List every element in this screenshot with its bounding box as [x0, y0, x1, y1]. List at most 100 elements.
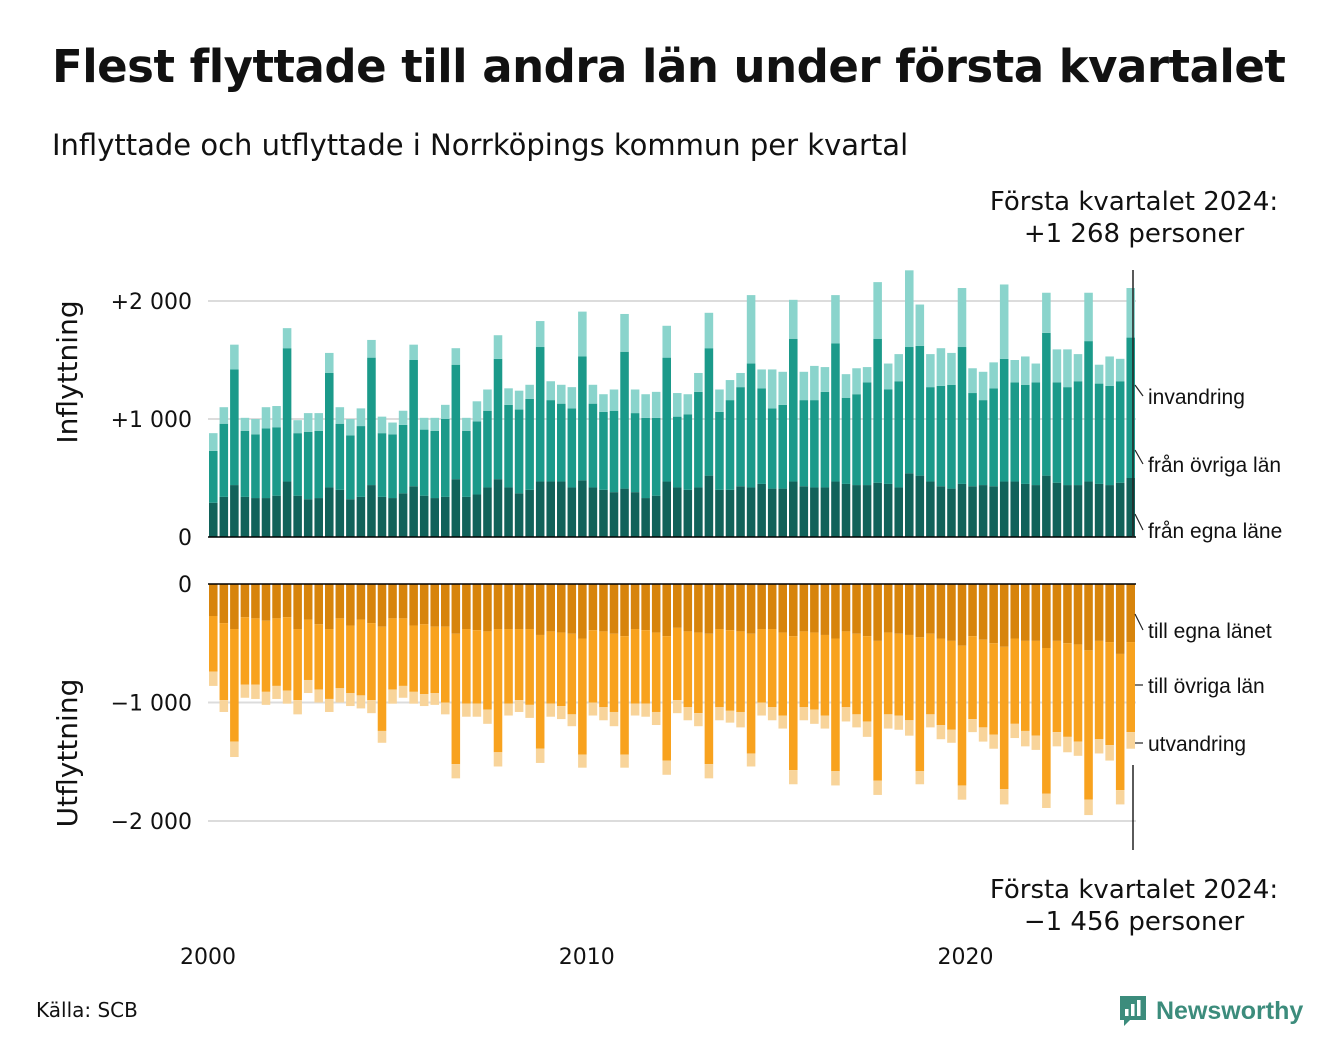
in-bar-35-seg-0	[578, 480, 587, 537]
in-bar-74-seg-2	[989, 362, 998, 389]
out-bar-30-seg-0	[525, 584, 534, 630]
in-bar-48-seg-1	[715, 411, 724, 490]
in-bar-41-seg-2	[641, 394, 650, 418]
in-bar-86-seg-0	[1115, 482, 1125, 537]
in-bar-60-seg-2	[841, 374, 851, 398]
out-bar-27-seg-2	[493, 752, 503, 767]
out-bar-65-seg-1	[894, 633, 903, 716]
out-bar-86-seg-2	[1115, 790, 1125, 805]
out-bar-80-seg-2	[1052, 732, 1062, 747]
out-bar-77-seg-1	[1021, 640, 1030, 731]
in-bar-44-seg-1	[673, 416, 682, 488]
inflow-bars	[209, 270, 1135, 537]
in-bar-23-seg-1	[451, 364, 461, 480]
out-bar-1-seg-0	[219, 584, 229, 624]
in-bar-2-seg-1	[230, 369, 239, 486]
in-bar-47-seg-2	[704, 312, 714, 349]
out-bar-2-seg-1	[230, 629, 239, 742]
in-bar-12-seg-1	[335, 423, 345, 490]
in-bar-50-seg-0	[736, 486, 745, 537]
out-bar-48-seg-1	[715, 629, 724, 708]
in-bar-84-seg-0	[1094, 483, 1104, 537]
in-bar-58-seg-2	[820, 367, 830, 392]
out-bar-46-seg-1	[694, 632, 703, 714]
out-bar-8-seg-1	[293, 629, 302, 701]
in-bar-14-seg-0	[356, 496, 366, 537]
in-bar-63-seg-1	[873, 338, 882, 483]
in-bar-40-seg-2	[630, 389, 640, 414]
out-bar-82-seg-1	[1073, 644, 1083, 742]
in-bar-26-seg-2	[483, 389, 492, 411]
in-bar-39-seg-0	[620, 488, 629, 537]
out-bar-62-seg-2	[862, 721, 872, 737]
out-bar-59-seg-0	[831, 584, 840, 639]
in-bar-45-seg-0	[683, 489, 693, 537]
in-bar-18-seg-2	[398, 410, 408, 425]
in-bar-71-seg-2	[957, 288, 967, 348]
out-bar-80-seg-0	[1052, 584, 1062, 641]
chart-title: Flest flyttade till andra län under förs…	[52, 40, 1286, 93]
out-bar-45-seg-2	[683, 707, 693, 721]
in-bar-65-seg-2	[894, 354, 903, 382]
in-bar-24-seg-0	[462, 496, 471, 537]
in-bar-57-seg-0	[810, 487, 819, 537]
in-bar-86-seg-2	[1115, 358, 1125, 382]
in-bar-14-seg-1	[356, 426, 366, 497]
out-bar-15-seg-2	[367, 700, 376, 714]
out-bar-23-seg-1	[451, 633, 461, 765]
in-bar-48-seg-2	[715, 389, 724, 412]
in-y-tick-label-0: 0	[178, 526, 192, 551]
out-bar-42-seg-2	[651, 711, 661, 726]
in-bar-40-seg-0	[630, 492, 640, 537]
out-bar-6-seg-1	[272, 618, 281, 686]
out-bar-11-seg-0	[325, 584, 334, 630]
in-bar-59-seg-2	[831, 295, 840, 344]
out-bar-3-seg-0	[240, 584, 250, 618]
in-bar-78-seg-2	[1031, 363, 1041, 383]
out-bar-78-seg-0	[1031, 584, 1041, 641]
in-bar-17-seg-0	[388, 498, 397, 537]
in-bar-83-seg-0	[1084, 481, 1093, 537]
in-bar-78-seg-0	[1031, 485, 1041, 537]
out-bar-24-seg-0	[462, 584, 471, 630]
in-bar-69-seg-2	[936, 348, 946, 386]
out-bar-81-seg-2	[1063, 736, 1072, 753]
out-bar-19-seg-0	[409, 584, 418, 626]
in-bar-55-seg-2	[789, 299, 798, 339]
out-bar-83-seg-1	[1084, 650, 1093, 800]
in-bar-81-seg-2	[1063, 349, 1072, 388]
in-bar-50-seg-2	[736, 372, 745, 388]
out-bar-21-seg-1	[430, 626, 439, 694]
in-bar-23-seg-2	[451, 348, 461, 365]
out-bar-30-seg-1	[525, 629, 534, 705]
out-bar-2-seg-2	[230, 741, 239, 758]
in-bar-14-seg-2	[356, 408, 366, 427]
out-bar-18-seg-2	[398, 685, 408, 698]
out-bar-87-seg-1	[1126, 642, 1135, 733]
out-bar-43-seg-1	[662, 636, 671, 761]
annotation-bottom-line2: −1 456 personer	[1023, 907, 1245, 937]
in-bar-31-seg-2	[535, 321, 545, 348]
out-bar-78-seg-2	[1031, 735, 1041, 750]
in-bar-75-seg-1	[999, 358, 1009, 482]
outflow-bars	[209, 584, 1135, 816]
in-bar-5-seg-0	[261, 498, 271, 537]
out-bar-79-seg-0	[1042, 584, 1051, 648]
in-bar-59-seg-0	[831, 481, 840, 537]
in-bar-34-seg-1	[567, 408, 577, 488]
out-bar-29-seg-2	[514, 700, 524, 712]
out-legend-label-2: utvandring	[1148, 733, 1246, 756]
in-legend-label-1: från övriga län	[1148, 454, 1281, 477]
in-bar-0-seg-0	[209, 502, 218, 537]
out-bar-34-seg-0	[567, 584, 577, 634]
in-bar-1-seg-1	[219, 423, 229, 497]
in-bar-68-seg-2	[926, 354, 935, 388]
out-bar-4-seg-0	[251, 584, 260, 619]
in-bar-33-seg-0	[557, 481, 566, 537]
out-bar-80-seg-1	[1052, 640, 1062, 733]
out-bar-50-seg-2	[736, 711, 745, 728]
in-bar-73-seg-2	[978, 371, 988, 401]
out-bar-21-seg-0	[430, 584, 439, 627]
in-bar-56-seg-2	[799, 371, 809, 401]
